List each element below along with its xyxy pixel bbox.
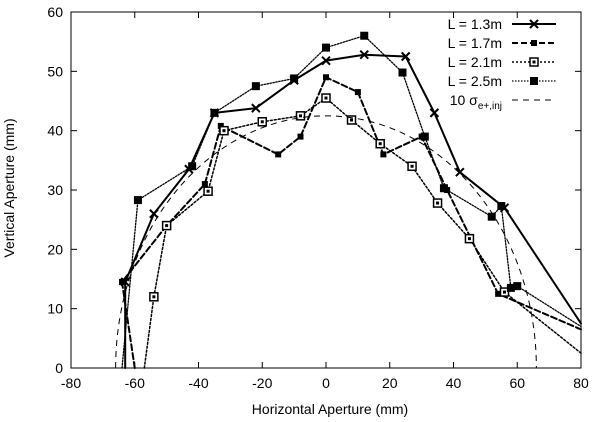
point-l-1-3m-10 (429, 108, 440, 118)
point-l-2-5m-6 (322, 43, 330, 52)
point-l-2-1m-6-center (299, 114, 302, 118)
legend-marker-l-2-1m-center (532, 60, 536, 64)
point-l-1-3m-8 (359, 50, 369, 60)
axes-layer: -80 -60 -40 -20 0 20 40 60 80 0 10 20 30 40 50 60 (47, 4, 589, 391)
point-l-2-5m-7 (360, 31, 369, 40)
y-tick-label: 10 (47, 301, 63, 317)
point-l-2-5m-9 (420, 132, 429, 141)
y-tick-label: 0 (55, 360, 63, 376)
y-axis-title: Vertical Aperture (mm) (1, 118, 17, 257)
legend-item-10-e-inj: 10 σe+,inj (450, 92, 556, 112)
legend-item-l-2-1m: L = 2.1m (448, 54, 556, 70)
x-tick-label: -80 (61, 375, 81, 391)
legend-label-main: 10 σ (450, 92, 478, 108)
x-tick-label: -60 (125, 375, 145, 391)
point-l-2-5m-8 (398, 68, 407, 77)
point-l-2-5m-13 (506, 283, 515, 292)
point-l-1-7m-12 (495, 290, 502, 297)
point-l-2-5m-10 (439, 184, 448, 193)
x-tick-label: 60 (509, 375, 525, 391)
legend-layer: L = 1.3m L = 1.7m L = 2.1m L = 2.5m 10 σe+,i… (448, 16, 556, 112)
legend-label-l-2-1m: L = 2.1m (448, 54, 502, 70)
series-10-e-inj (115, 115, 537, 369)
point-l-2-1m-12-center (467, 237, 471, 241)
x-tick-label: -20 (252, 375, 272, 391)
line-l-2-5m (121, 35, 582, 369)
point-l-2-5m-2 (188, 162, 197, 171)
legend-marker-l-1-7m (531, 40, 537, 46)
point-l-2-5m-11 (487, 212, 496, 221)
legend: L = 1.3m L = 1.7m L = 2.1m L = 2.5m 10 σe+,i… (448, 16, 556, 112)
point-l-2-1m-1-center (152, 295, 156, 299)
point-l-1-7m-6 (297, 133, 304, 140)
x-tick-label: 40 (446, 375, 462, 391)
series-l-2-5m (121, 31, 582, 369)
legend-item-l-1-7m: L = 1.7m (448, 35, 556, 51)
point-l-2-1m-13-center (503, 290, 506, 294)
point-l-2-1m-2-center (165, 224, 169, 228)
legend-label-l-2-5m: L = 2.5m (448, 73, 502, 89)
series-l-1-3m (120, 50, 582, 369)
y-tick-label: 60 (47, 4, 63, 20)
legend-item-l-1-3m: L = 1.3m (448, 16, 556, 32)
legend-marker-l-2-5m (530, 77, 538, 85)
point-l-2-1m-5-center (260, 120, 264, 124)
point-l-1-7m-1 (119, 278, 125, 285)
point-l-1-3m-9 (400, 51, 411, 62)
point-l-2-1m-7-center (324, 96, 328, 100)
legend-label-l-1-7m: L = 1.7m (448, 35, 502, 51)
point-l-1-7m-7 (323, 74, 329, 81)
point-l-2-5m-14 (513, 282, 522, 291)
line-10-e-inj (115, 115, 537, 369)
x-tick-label: -40 (188, 375, 208, 391)
y-tick-label: 20 (47, 241, 63, 257)
point-l-2-5m-4 (251, 82, 260, 91)
line-l-2-1m (143, 97, 582, 369)
point-l-1-3m-2 (149, 209, 159, 219)
point-l-2-5m-1 (133, 196, 142, 205)
x-axis-title: Horizontal Aperture (mm) (252, 401, 408, 417)
point-l-2-1m-4-center (222, 129, 226, 133)
point-l-1-7m-8 (354, 89, 361, 96)
x-tick-label: 80 (573, 375, 589, 391)
point-l-2-5m-12 (497, 202, 506, 211)
plot-frame (70, 11, 582, 369)
point-l-2-1m-10-center (410, 164, 414, 168)
point-l-1-7m-3 (201, 181, 208, 188)
y-tick-label: 30 (47, 182, 63, 198)
point-l-2-1m-8-center (350, 118, 353, 122)
series-layer (115, 31, 582, 369)
legend-label-10-e-inj: 10 σe+,inj (450, 92, 502, 112)
point-l-1-3m-5 (251, 103, 261, 113)
line-l-1-3m (124, 53, 582, 369)
x-tick-label: 20 (382, 375, 398, 391)
legend-item-l-2-5m: L = 2.5m (448, 73, 556, 89)
series-l-2-1m (143, 93, 582, 369)
legend-marker-l-1-3m (529, 19, 539, 29)
y-tick-label: 50 (47, 63, 63, 79)
point-l-2-5m-5 (290, 74, 299, 83)
point-l-2-1m-11-center (436, 201, 440, 205)
point-l-1-7m-9 (380, 151, 387, 158)
point-l-1-3m-11 (455, 167, 465, 177)
point-l-2-1m-3-center (206, 189, 210, 193)
point-l-1-7m-5 (275, 151, 282, 158)
point-l-2-1m-9-center (378, 142, 382, 146)
legend-label-sub: e+,inj (478, 101, 502, 112)
legend-label-l-1-3m: L = 1.3m (448, 16, 502, 32)
y-tick-label: 40 (47, 123, 63, 139)
point-l-1-3m-7 (321, 55, 331, 66)
x-tick-label: 0 (322, 375, 330, 391)
point-l-2-5m-3 (210, 108, 219, 117)
